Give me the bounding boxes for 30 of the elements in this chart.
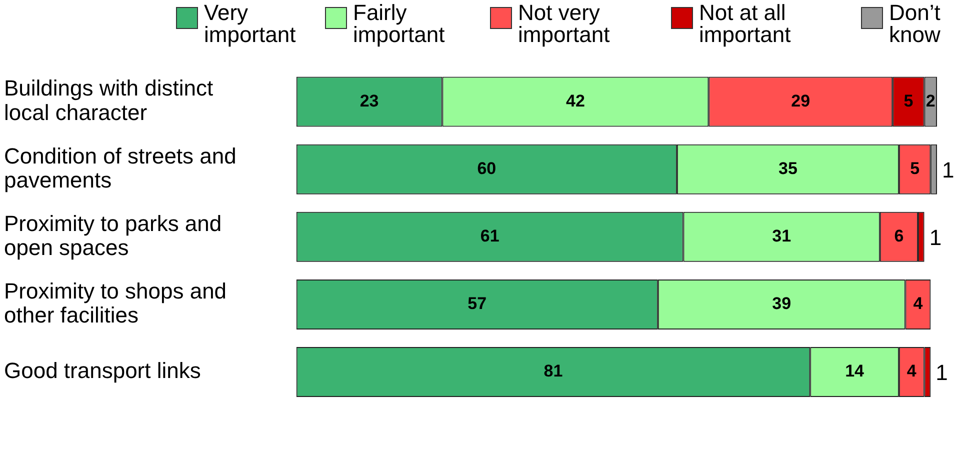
legend-label: Don’t know — [889, 0, 942, 47]
data-label: 14 — [845, 362, 865, 381]
data-label: 35 — [778, 159, 798, 178]
data-label: 6 — [894, 226, 904, 246]
data-label: 31 — [772, 226, 792, 246]
data-label: 1 — [936, 360, 948, 386]
legend-label: Not very important — [518, 0, 611, 47]
legend-label: Fairly important — [353, 0, 446, 47]
data-label: 2 — [926, 91, 936, 110]
y-tick-label: Proximity to shops and other facilities — [4, 278, 227, 328]
data-label: 39 — [772, 294, 792, 314]
data-label: 57 — [468, 294, 487, 314]
data-label: 5 — [910, 159, 920, 178]
y-tick-label: Proximity to parks and open spaces — [4, 210, 222, 260]
data-label: 60 — [477, 159, 496, 178]
data-label: 1 — [942, 157, 954, 182]
data-label: 5 — [904, 91, 914, 110]
data-label: 42 — [566, 91, 585, 110]
data-label: 81 — [544, 362, 563, 381]
data-label: 4 — [913, 294, 924, 314]
data-label: 29 — [791, 91, 810, 110]
legend-label: Not at all important — [699, 0, 792, 47]
y-tick-label: Condition of streets and pavements — [4, 143, 236, 193]
series-label: Very important — [204, 0, 297, 47]
data-label: 1 — [929, 224, 942, 250]
data-label: 61 — [480, 226, 500, 246]
data-label: 23 — [360, 91, 379, 110]
y-tick-label: Good transport links — [4, 358, 201, 384]
y-tick-label: Buildings with distinct local character — [4, 76, 214, 125]
data-label: 4 — [906, 362, 917, 381]
